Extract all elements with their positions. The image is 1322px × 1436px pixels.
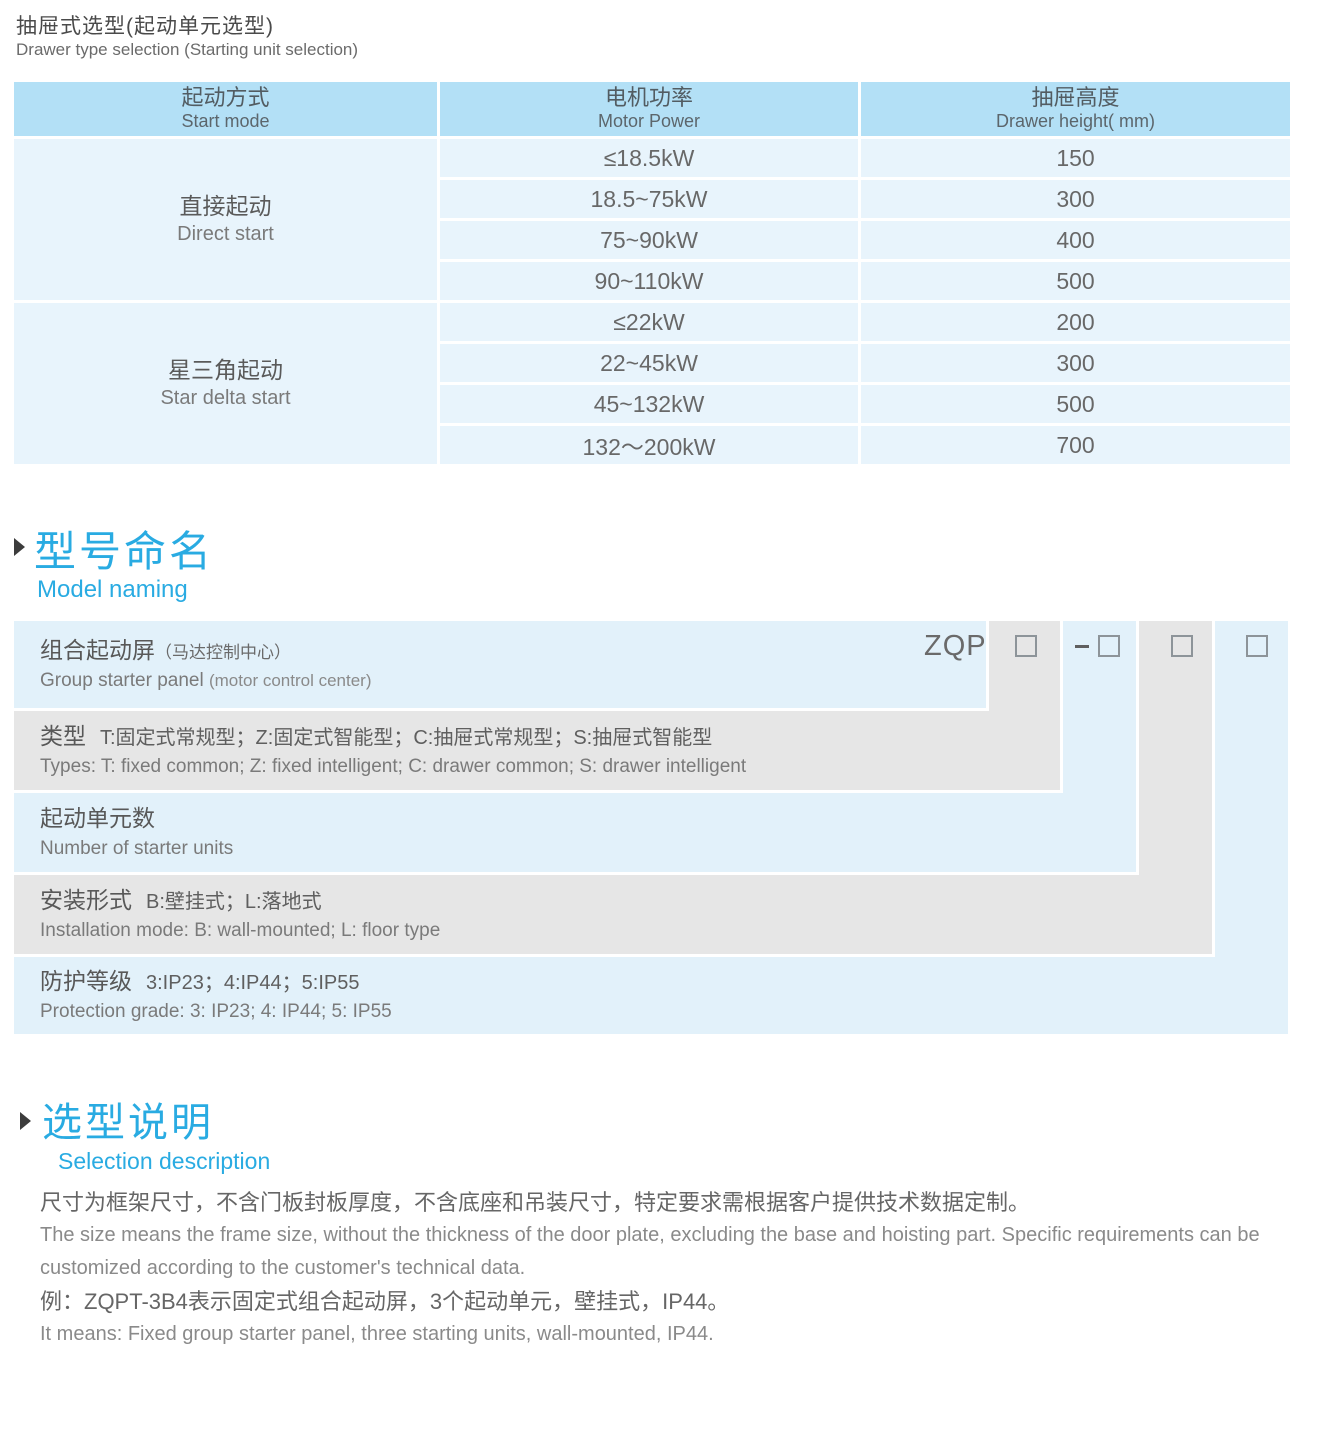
power-cell: 75~90kW [440, 221, 858, 259]
power-cell: 18.5~75kW [440, 180, 858, 218]
code-placeholder-box-1 [1015, 635, 1037, 657]
model-naming-heading-en: Model naming [37, 576, 188, 603]
mode-en: Direct start [177, 223, 274, 246]
mode-en: Star delta start [160, 387, 291, 410]
mode-zh: 星三角起动 [168, 356, 283, 383]
power-cell: ≤22kW [440, 303, 858, 341]
model-row-installation-mode: 安装形式 B:壁挂式；L:落地式 Installation mode: B: wa… [14, 875, 1212, 954]
col-header-start-mode: 起动方式 Start mode [14, 82, 437, 136]
height-cell: 700 [861, 426, 1290, 464]
power-cell: 90~110kW [440, 262, 858, 300]
desc-line: 尺寸为框架尺寸，不含门板封板厚度，不含底座和吊装尺寸，特定要求需根据客户提供技术… [40, 1190, 1031, 1215]
selection-desc-heading-en: Selection description [58, 1148, 271, 1174]
code-placeholder-box-4 [1246, 635, 1268, 657]
col-header-en: Motor Power [597, 111, 701, 132]
row-label-en-sub: (motor control center) [208, 671, 372, 691]
drawer-selection-table: 起动方式 Start mode 电机功率 Motor Power 抽屉高度 Dr… [14, 82, 1290, 464]
page-title-zh: 抽屉式选型(起动单元选型) [16, 15, 274, 38]
height-cell: 200 [861, 303, 1290, 341]
col-header-drawer-height: 抽屉高度 Drawer height( mm) [861, 82, 1290, 136]
model-row-types: 类型 T:固定式常规型；Z:固定式智能型；C:抽屉式常规型；S:抽屉式智能型 Ty… [14, 711, 1060, 790]
height-cell: 500 [861, 262, 1290, 300]
row-label-en: Protection grade: 3: IP23; 4: IP44; 5: I… [40, 1001, 392, 1023]
height-cell: 500 [861, 385, 1290, 423]
section-arrow-icon [14, 538, 25, 556]
power-cell: 45~132kW [440, 385, 858, 423]
page-title-en: Drawer type selection (Starting unit sel… [16, 40, 359, 59]
mode-cell-direct-start: 直接起动 Direct start [14, 139, 437, 300]
row-label-zh-sub: （马达控制中心） [155, 643, 291, 663]
row-label-zh: 组合起动屏 [40, 637, 155, 664]
section-arrow-icon [20, 1112, 31, 1130]
power-cell: 132～200kW [440, 426, 858, 464]
row-label-en: Group starter panel [40, 670, 204, 692]
selection-description-text: 尺寸为框架尺寸，不含门板封板厚度，不含底座和吊装尺寸，特定要求需根据客户提供技术… [40, 1186, 1302, 1351]
model-naming-heading-zh: 型号命名 [34, 528, 215, 575]
row-label-zh: 起动单元数 [40, 805, 155, 832]
mode-zh: 直接起动 [179, 192, 272, 219]
row-label-en: Types: T: fixed common; Z: fixed intelli… [40, 756, 747, 778]
col-header-en: Drawer height( mm) [995, 111, 1156, 132]
code-placeholder-box-3 [1171, 635, 1193, 657]
model-code-prefix: ZQP [924, 630, 987, 662]
col-header-zh: 抽屉高度 [1031, 85, 1120, 110]
code-placeholder-box-2 [1098, 635, 1120, 657]
row-label-en: Number of starter units [40, 838, 234, 860]
row-desc-zh: 3:IP23；4:IP44；5:IP55 [146, 972, 360, 995]
col-header-zh: 起动方式 [181, 85, 270, 110]
row-label-zh: 防护等级 [40, 968, 132, 995]
row-label-zh: 类型 [40, 723, 86, 750]
row-label-en: Installation mode: B: wall-mounted; L: f… [40, 920, 441, 942]
height-cell: 400 [861, 221, 1290, 259]
desc-line: 例：ZQPT-3B4表示固定式组合起动屏，3个起动单元，壁挂式，IP44。 [40, 1289, 730, 1314]
model-row-starter-units: 起动单元数 Number of starter units [14, 793, 1136, 872]
col-header-en: Start mode [181, 111, 270, 132]
row-label-zh: 安装形式 [40, 887, 132, 914]
row-desc-zh: B:壁挂式；L:落地式 [146, 891, 322, 914]
height-cell: 300 [861, 344, 1290, 382]
desc-line: It means: Fixed group starter panel, thr… [40, 1323, 714, 1345]
mode-cell-star-delta-start: 星三角起动 Star delta start [14, 303, 437, 464]
power-cell: ≤18.5kW [440, 139, 858, 177]
desc-line: customized according to the customer's t… [40, 1257, 526, 1279]
power-cell: 22~45kW [440, 344, 858, 382]
row-desc-zh: T:固定式常规型；Z:固定式智能型；C:抽屉式常规型；S:抽屉式智能型 [100, 727, 713, 750]
height-cell: 300 [861, 180, 1290, 218]
model-row-protection-grade: 防护等级 3:IP23；4:IP44；5:IP55 Protection grad… [14, 957, 1288, 1034]
selection-desc-heading-zh: 选型说明 [42, 1101, 214, 1145]
col-header-motor-power: 电机功率 Motor Power [440, 82, 858, 136]
model-row-group-starter-panel: 组合起动屏（马达控制中心） Group starter panel (motor… [14, 621, 986, 708]
col-header-zh: 电机功率 [604, 85, 693, 110]
desc-line: The size means the frame size, without t… [40, 1224, 1260, 1246]
height-cell: 150 [861, 139, 1290, 177]
code-dash-icon [1075, 645, 1089, 648]
